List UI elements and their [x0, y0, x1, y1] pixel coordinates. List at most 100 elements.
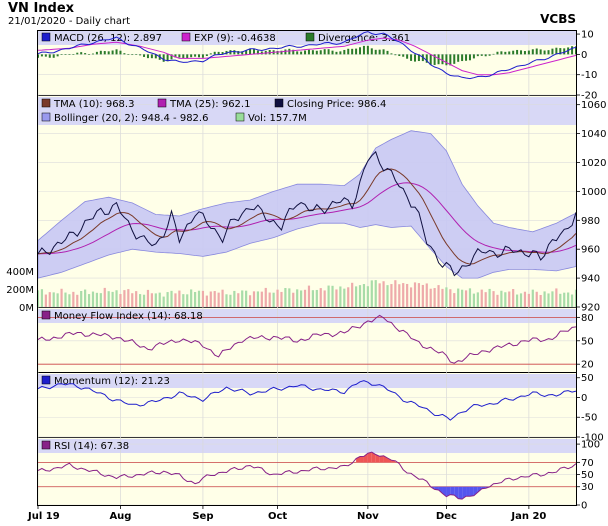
divergence-bar: [221, 52, 224, 55]
divergence-bar: [213, 51, 216, 55]
x-tick-label-0: Jul 19: [27, 511, 60, 522]
volume-bar: [327, 285, 330, 307]
divergence-bar: [241, 51, 244, 55]
divergence-bar: [461, 54, 464, 62]
macd-legend-label-0: MACD (26, 12): 2.897: [54, 33, 162, 44]
divergence-bar: [284, 49, 287, 55]
divergence-bar: [347, 48, 350, 55]
x-tick-label-4: Nov: [357, 511, 379, 522]
divergence-bar: [355, 48, 358, 55]
volume-bar: [508, 291, 511, 307]
x-tick-label-5: Dec: [436, 511, 457, 522]
divergence-bar: [496, 51, 499, 55]
divergence-bar: [406, 54, 409, 59]
volume-bar: [56, 293, 59, 307]
volume-bar: [457, 288, 460, 307]
volume-bar: [213, 291, 216, 307]
volume-bar: [95, 292, 99, 307]
divergence-bar: [205, 54, 208, 56]
price-tick-label-4: 980: [581, 216, 600, 227]
volume-bar: [319, 288, 322, 307]
divergence-bar: [245, 50, 248, 55]
price-legend-label-2: Closing Price: 986.4: [287, 99, 386, 110]
volume-bar: [539, 294, 542, 307]
x-tick-label-6: Jan 20: [510, 511, 546, 522]
volume-bar: [464, 290, 468, 307]
momentum-tick-label-2: -50: [581, 413, 597, 424]
momentum-tick-label-1: 0: [581, 393, 587, 404]
mfi-legend-label-0: Money Flow Index (14): 68.18: [54, 311, 203, 322]
price-row2-legend-swatch-1: [235, 112, 245, 122]
volume-bar: [413, 282, 417, 307]
volume-bar: [433, 288, 436, 307]
rsi-tick-label-2: 50: [581, 470, 594, 481]
volume-bar: [119, 294, 122, 307]
price-row2-legend-swatch-0: [41, 112, 51, 122]
volume-bar: [315, 289, 318, 307]
volume-bar: [178, 290, 181, 307]
divergence-bar: [115, 49, 118, 55]
x-tick-label-1: Aug: [109, 511, 131, 522]
volume-bar: [197, 290, 201, 307]
divergence-bar: [276, 50, 279, 55]
divergence-bar: [468, 54, 471, 61]
volume-bar: [127, 289, 130, 307]
divergence-bar: [209, 53, 212, 55]
divergence-bar: [327, 49, 330, 55]
divergence-bar: [249, 48, 252, 55]
divergence-bar: [315, 50, 318, 55]
price-tick-label-3: 1000: [581, 187, 606, 198]
divergence-bar: [194, 54, 197, 57]
volume-bar: [323, 290, 326, 307]
volume-bar: [563, 292, 566, 307]
volume-bar: [252, 291, 256, 307]
plot-border: [37, 30, 577, 506]
volume-bar: [374, 280, 377, 307]
volume-bar: [150, 293, 153, 307]
volume-bar: [449, 289, 452, 307]
volume-bar: [409, 287, 413, 307]
price-legend-swatch-0: [41, 98, 51, 108]
divergence-bar: [127, 54, 130, 55]
divergence-bar: [520, 50, 523, 55]
divergence-bar: [527, 50, 530, 55]
divergence-bar: [535, 48, 538, 55]
divergence-bar: [300, 51, 303, 55]
divergence-bar: [551, 48, 554, 55]
volume-bar: [245, 290, 248, 307]
volume-bar: [398, 284, 401, 307]
price-row2-legend-label-0: Bollinger (20, 2): 948.4 - 982.6: [54, 113, 208, 124]
divergence-bar: [186, 54, 189, 59]
divergence-bar: [543, 50, 546, 55]
volume-bar: [504, 292, 507, 307]
divergence-bar: [500, 51, 503, 55]
volume-bar: [44, 294, 47, 307]
rsi-overbought-fill: [383, 455, 388, 463]
rsi-oversold-fill: [438, 486, 443, 494]
divergence-bar: [563, 48, 566, 55]
divergence-bar: [99, 50, 102, 55]
volume-bar: [472, 293, 475, 307]
divergence-bar: [95, 51, 98, 55]
divergence-bar: [359, 47, 362, 55]
volume-bar: [193, 291, 197, 307]
divergence-bar: [190, 54, 193, 58]
volume-bar: [68, 294, 71, 307]
x-tick-label-3: Oct: [268, 511, 287, 522]
divergence-bar: [178, 54, 181, 58]
divergence-bar: [351, 48, 354, 55]
volume-bar: [300, 290, 303, 307]
divergence-bar: [182, 54, 185, 59]
volume-bar: [174, 293, 177, 307]
volume-bar: [362, 284, 366, 307]
volume-bar: [260, 291, 263, 307]
volume-bar: [394, 280, 397, 307]
volume-bar: [142, 294, 146, 307]
volume-bar: [123, 290, 126, 307]
volume-bar: [217, 292, 220, 307]
volume-bar: [131, 293, 134, 307]
divergence-bar: [52, 54, 55, 58]
closing-price-line: [37, 150, 577, 277]
divergence-bar: [64, 54, 67, 55]
divergence-bar: [44, 54, 47, 57]
